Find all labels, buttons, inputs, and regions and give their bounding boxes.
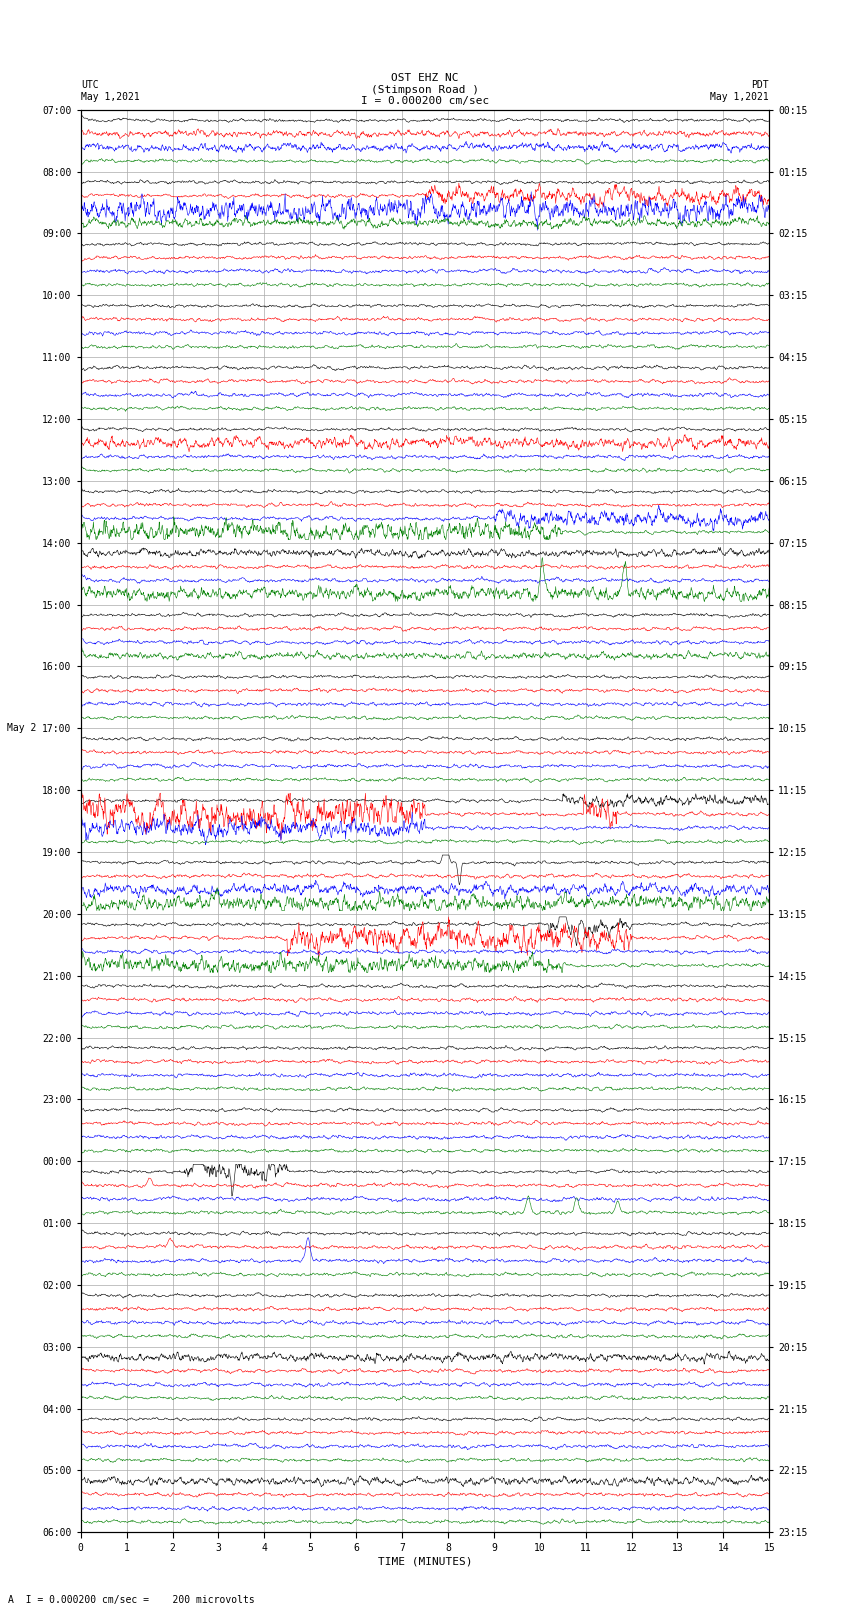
Text: UTC
May 1,2021: UTC May 1,2021 (81, 81, 139, 102)
Title: OST EHZ NC
(Stimpson Road )
I = 0.000200 cm/sec: OST EHZ NC (Stimpson Road ) I = 0.000200… (361, 73, 489, 106)
X-axis label: TIME (MINUTES): TIME (MINUTES) (377, 1557, 473, 1566)
Text: May 2: May 2 (7, 723, 36, 734)
Text: PDT
May 1,2021: PDT May 1,2021 (711, 81, 769, 102)
Text: A  I = 0.000200 cm/sec =    200 microvolts: A I = 0.000200 cm/sec = 200 microvolts (8, 1595, 255, 1605)
